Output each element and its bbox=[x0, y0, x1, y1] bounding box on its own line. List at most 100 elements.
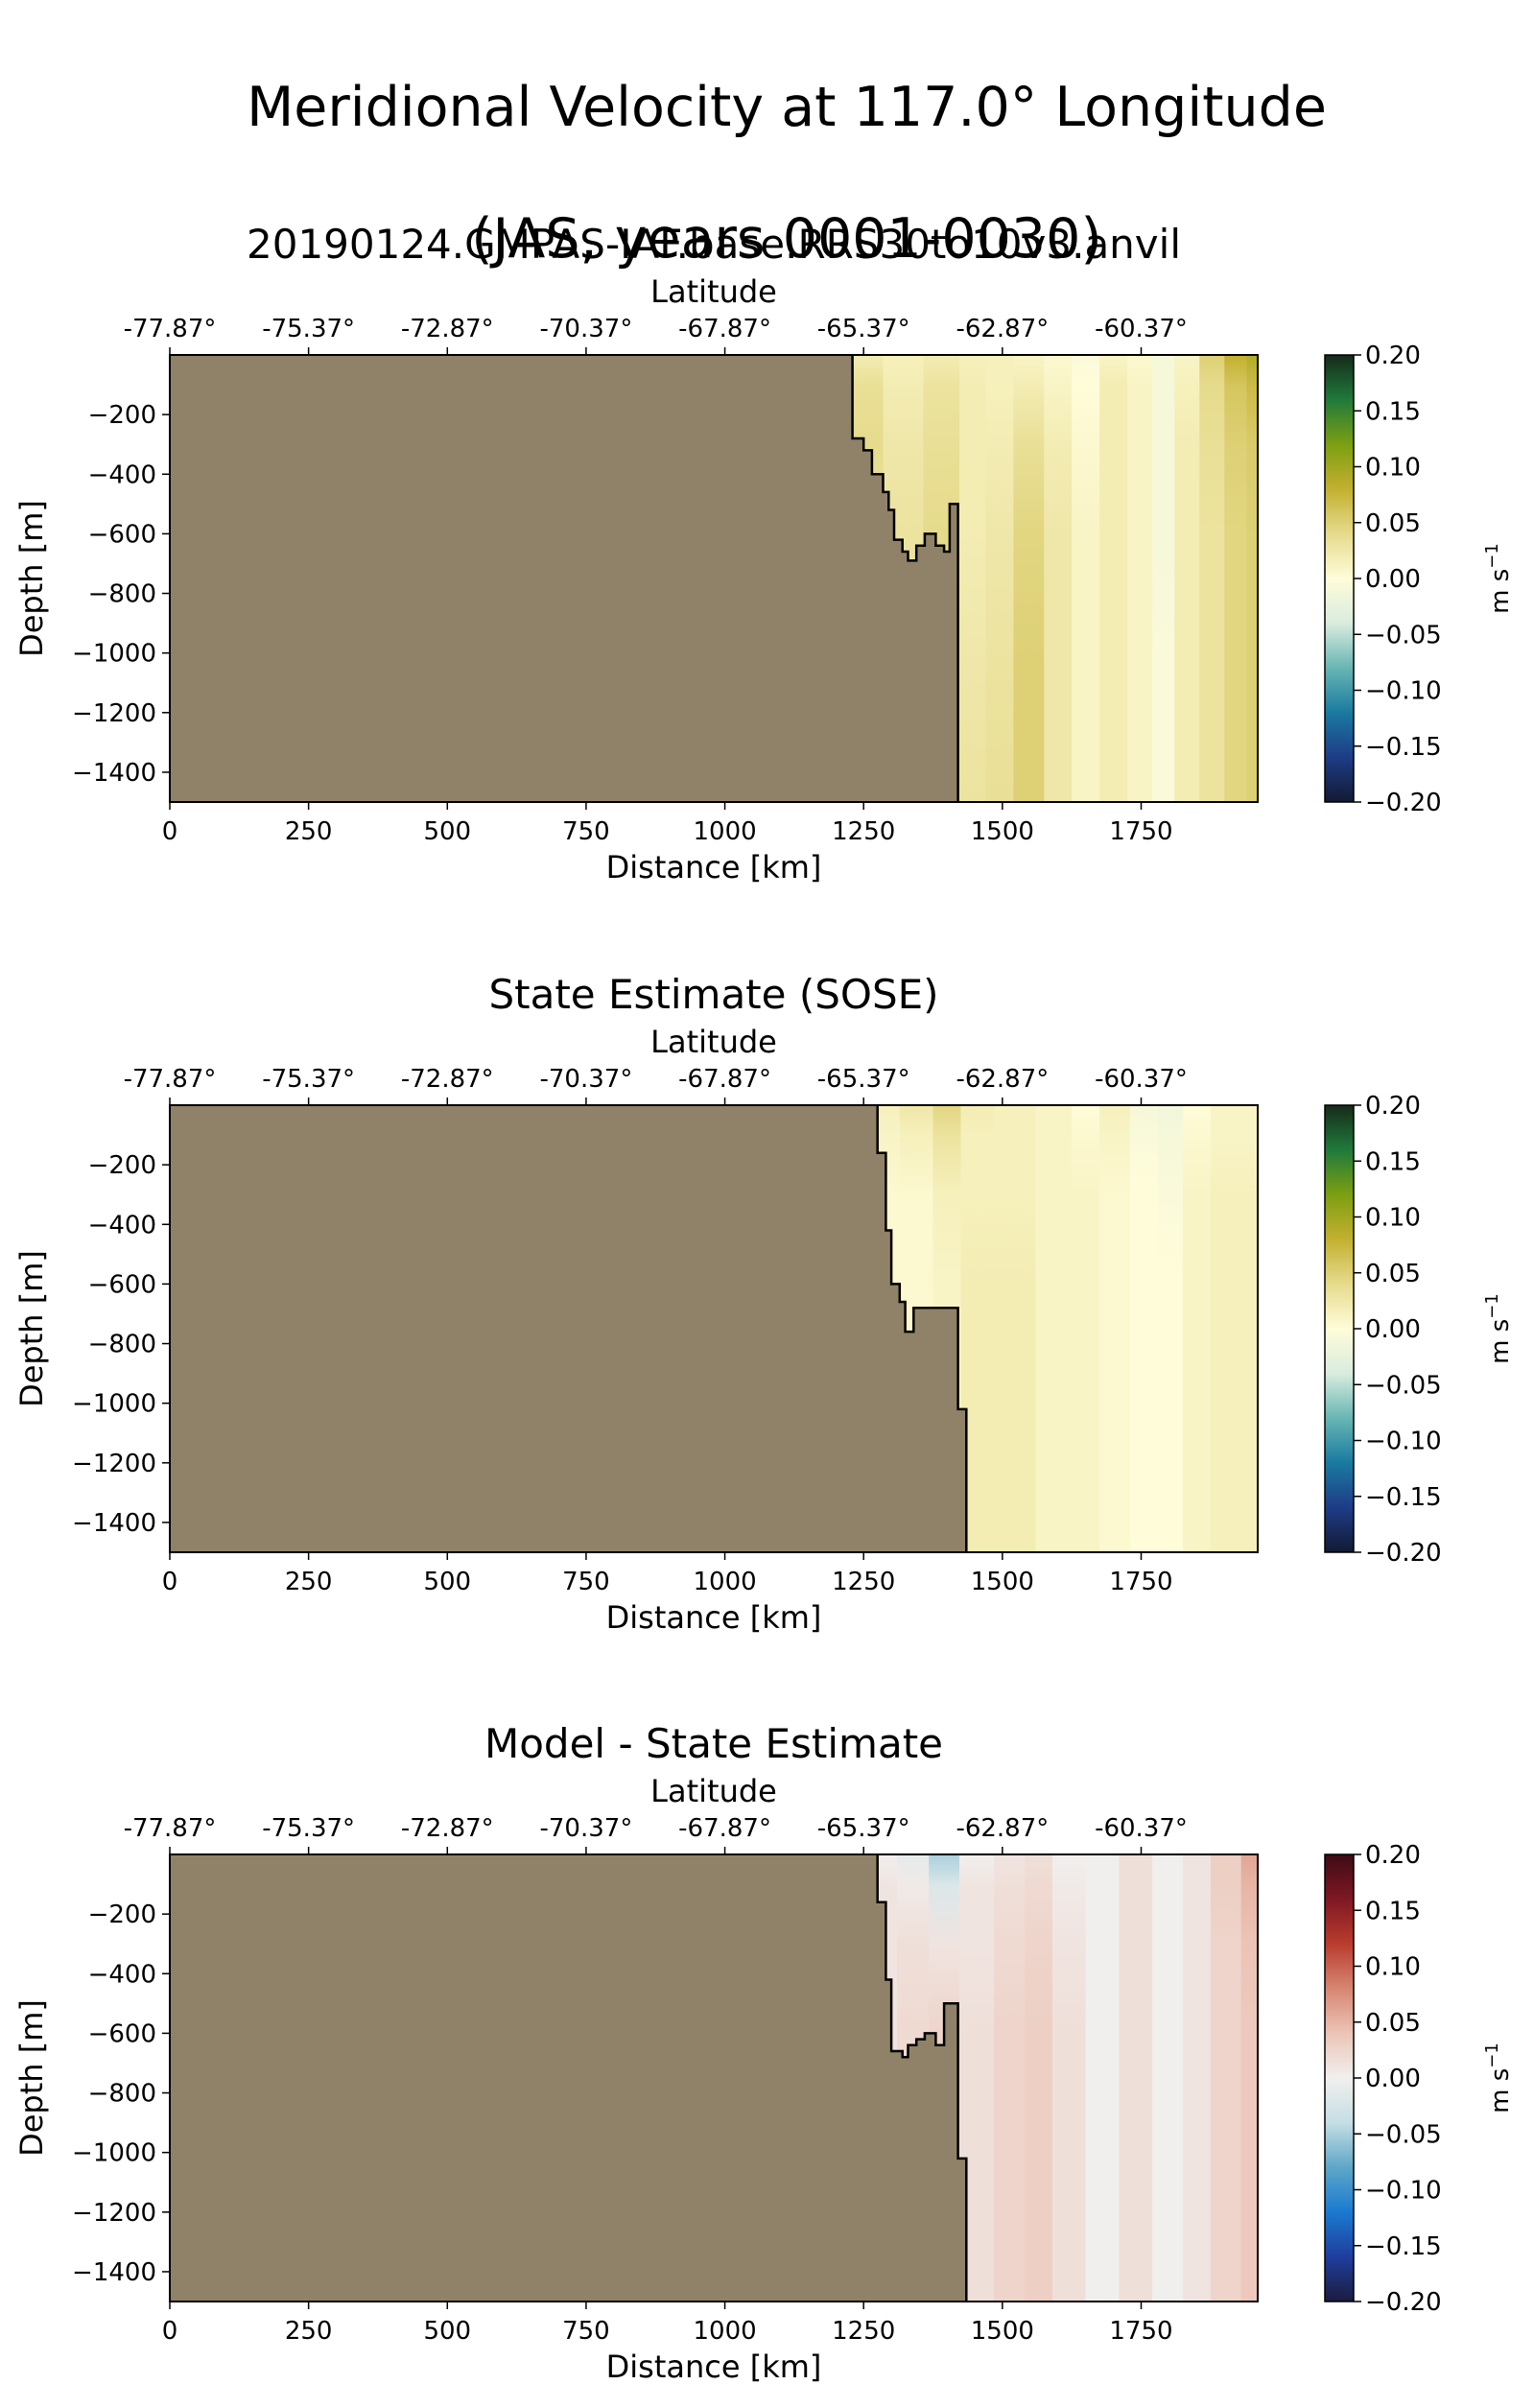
figure-title: Meridional Velocity at 117.0° Longitude … bbox=[0, 10, 1534, 338]
top-x-tick-label: -65.37° bbox=[817, 315, 910, 343]
colorbar-tick-label: −0.10 bbox=[1365, 1428, 1442, 1456]
y-tick-label: −600 bbox=[88, 1270, 156, 1299]
colorbar-tick-label: −0.10 bbox=[1365, 677, 1442, 706]
colorbar bbox=[1324, 1104, 1355, 1553]
x-tick-label: 500 bbox=[423, 817, 471, 846]
top-x-tick-label: -60.37° bbox=[1095, 315, 1188, 343]
top-x-tick-label: -62.87° bbox=[956, 1814, 1049, 1843]
top-x-tick-label: -72.87° bbox=[401, 1065, 494, 1094]
top-x-tick-label: -77.87° bbox=[124, 1814, 217, 1843]
top-x-tick-label: -72.87° bbox=[401, 1814, 494, 1843]
panel-title: Model - State Estimate bbox=[484, 1720, 943, 1767]
y-axis-label: Depth [m] bbox=[13, 500, 50, 657]
velocity-column bbox=[994, 1105, 1037, 1552]
x-tick-label: 1000 bbox=[693, 817, 756, 846]
colorbar-tick-label: 0.20 bbox=[1365, 342, 1421, 370]
top-x-tick-label: -65.37° bbox=[817, 1814, 910, 1843]
colorbar bbox=[1324, 354, 1355, 803]
colorbar-tick-label: 0.00 bbox=[1365, 1315, 1421, 1344]
colorbar-tick-label: −0.15 bbox=[1365, 733, 1442, 762]
velocity-column bbox=[1210, 1854, 1242, 2302]
top-x-tick-label: -70.37° bbox=[540, 1814, 633, 1843]
colorbar-tick-label: 0.15 bbox=[1365, 397, 1421, 426]
x-axis-label: Distance [km] bbox=[606, 1599, 822, 1636]
x-tick-label: 0 bbox=[162, 1568, 178, 1596]
top-x-tick-label: -62.87° bbox=[956, 1065, 1049, 1094]
plot-frame bbox=[169, 1104, 1259, 1553]
top-x-tick-label: -75.37° bbox=[262, 315, 355, 343]
colorbar-unit-main: m s bbox=[1486, 2068, 1515, 2113]
x-tick-label: 0 bbox=[162, 817, 178, 846]
y-tick-label: −1200 bbox=[72, 1450, 156, 1478]
bathymetry-line bbox=[851, 355, 959, 802]
top-x-tick-label: -75.37° bbox=[262, 1065, 355, 1094]
panel-2: State Estimate (SOSE) 0 250 500 750 1000 1250 1… bbox=[13, 971, 1515, 1636]
velocity-column bbox=[1224, 355, 1248, 802]
x-tick-label: 250 bbox=[285, 1568, 333, 1596]
colorbar-unit-main: m s bbox=[1486, 569, 1515, 614]
y-tick-label: −200 bbox=[88, 1900, 156, 1929]
colorbar-unit-exponent: −1 bbox=[1482, 2042, 1502, 2068]
x-axis-label: Distance [km] bbox=[606, 2349, 822, 2385]
velocity-column bbox=[1199, 355, 1226, 802]
y-tick-label: −600 bbox=[88, 520, 156, 549]
velocity-column bbox=[1013, 355, 1046, 802]
x-tick-label: 500 bbox=[423, 2317, 471, 2346]
colorbar-tick-label: −0.20 bbox=[1365, 789, 1442, 817]
figure-title-line2: (JAS, years 0001-0030) bbox=[471, 207, 1102, 271]
x-tick-label: 750 bbox=[562, 1568, 610, 1596]
velocity-column bbox=[1072, 355, 1101, 802]
land-mask bbox=[170, 355, 958, 802]
top-x-tick-label: -77.87° bbox=[124, 315, 217, 343]
velocity-column bbox=[1240, 1105, 1258, 1552]
velocity-column bbox=[959, 355, 987, 802]
colorbar-tick-label: 0.00 bbox=[1365, 2065, 1421, 2093]
y-tick-label: −800 bbox=[88, 2080, 156, 2109]
y-tick-label: −1400 bbox=[72, 2258, 156, 2287]
colorbar-tick-label: −0.15 bbox=[1365, 1483, 1442, 1512]
colorbar-tick-label: 0.15 bbox=[1365, 1147, 1421, 1176]
colorbar bbox=[1324, 1853, 1355, 2302]
x-tick-label: 500 bbox=[423, 1568, 471, 1596]
velocity-column bbox=[1246, 355, 1258, 802]
colorbar-tick-label: 0.05 bbox=[1365, 1260, 1421, 1288]
colorbar-tick-label: −0.05 bbox=[1365, 2120, 1442, 2149]
y-tick-label: −1000 bbox=[72, 640, 156, 669]
colorbar-tick-label: 0.20 bbox=[1365, 1092, 1421, 1121]
colorbar-tick-label: −0.05 bbox=[1365, 621, 1442, 649]
bathymetry-line bbox=[876, 1854, 968, 2302]
top-x-tick-label: -67.87° bbox=[678, 1814, 771, 1843]
velocity-column bbox=[1085, 1854, 1121, 2302]
top-x-tick-label: -67.87° bbox=[678, 315, 771, 343]
panel-title: State Estimate (SOSE) bbox=[488, 971, 938, 1018]
velocity-column bbox=[1099, 355, 1129, 802]
top-x-axis-label: Latitude bbox=[650, 1773, 777, 1809]
colorbar-tick-label: 0.15 bbox=[1365, 1897, 1421, 1925]
velocity-column bbox=[1182, 1854, 1212, 2302]
colorbar-unit-exponent: −1 bbox=[1482, 543, 1502, 569]
top-x-tick-label: -65.37° bbox=[817, 1065, 910, 1094]
colorbar-unit-exponent: −1 bbox=[1482, 1293, 1502, 1319]
velocity-column bbox=[1152, 355, 1176, 802]
colorbar-tick-label: −0.20 bbox=[1365, 1539, 1442, 1568]
velocity-column bbox=[1035, 1105, 1074, 1552]
colorbar-tick-label: 0.20 bbox=[1365, 1841, 1421, 1870]
x-axis-label: Distance [km] bbox=[606, 849, 822, 885]
top-x-tick-label: -70.37° bbox=[540, 315, 633, 343]
x-tick-label: 750 bbox=[562, 817, 610, 846]
colorbar-tick-label: 0.05 bbox=[1365, 2009, 1421, 2038]
x-tick-label: 750 bbox=[562, 2317, 610, 2346]
colorbar-tick-label: 0.10 bbox=[1365, 1953, 1421, 1982]
y-tick-label: −1400 bbox=[72, 1509, 156, 1538]
y-tick-label: −1200 bbox=[72, 699, 156, 728]
velocity-column bbox=[1119, 1854, 1154, 2302]
x-tick-label: 1500 bbox=[971, 1568, 1034, 1596]
velocity-column bbox=[1182, 1105, 1212, 1552]
y-tick-label: −400 bbox=[88, 460, 156, 489]
x-tick-label: 1250 bbox=[832, 1568, 895, 1596]
y-tick-label: −800 bbox=[88, 580, 156, 609]
y-tick-label: −400 bbox=[88, 1211, 156, 1239]
velocity-column bbox=[1025, 1854, 1053, 2302]
y-tick-label: −600 bbox=[88, 2019, 156, 2048]
